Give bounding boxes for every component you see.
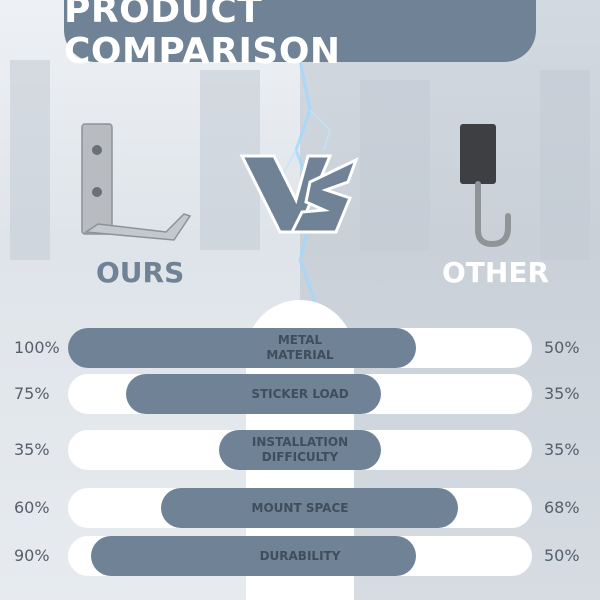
other-bar xyxy=(300,328,416,368)
ours-label: OURS xyxy=(96,256,185,289)
ours-bar xyxy=(91,536,300,576)
other-bar xyxy=(300,374,381,414)
other-bar xyxy=(300,536,416,576)
comparison-row: 60% 68% MOUNT SPACE xyxy=(0,484,600,532)
ours-bar xyxy=(126,374,300,414)
comparison-row: 75% 35% STICKER LOAD xyxy=(0,370,600,418)
metric-label: MOUNT SPACE xyxy=(251,500,349,515)
other-percent: 50% xyxy=(544,546,580,565)
ours-bar xyxy=(68,328,300,368)
other-percent: 50% xyxy=(544,338,580,357)
metric-label: STICKER LOAD xyxy=(251,386,349,401)
vs-logo: VS xyxy=(239,154,359,234)
closet-shape xyxy=(540,70,590,260)
ours-bar xyxy=(161,488,300,528)
ours-percent: 75% xyxy=(14,384,50,403)
vs-logo-label: VS xyxy=(300,201,302,203)
closet-shape xyxy=(10,60,50,260)
page-title: PRODUCT COMPARISON xyxy=(64,0,341,72)
ours-bar xyxy=(219,430,300,470)
ours-percent: 100% xyxy=(14,338,60,357)
comparison-row: 35% 35% INSTALLATION DIFFICULTY xyxy=(0,426,600,474)
ours-hook-image xyxy=(81,123,192,241)
comparison-row: 100% 50% METAL MATERIAL xyxy=(0,324,600,372)
metric-label: INSTALLATION DIFFICULTY xyxy=(251,435,349,464)
metric-label: DURABILITY xyxy=(259,548,341,563)
ours-percent: 90% xyxy=(14,546,50,565)
comparison-row: 90% 50% DURABILITY xyxy=(0,532,600,580)
other-label: OTHER xyxy=(442,256,550,289)
other-percent: 68% xyxy=(544,498,580,517)
other-bar xyxy=(300,430,381,470)
ours-percent: 35% xyxy=(14,440,50,459)
other-bar xyxy=(300,488,458,528)
other-percent: 35% xyxy=(544,440,580,459)
metric-label: METAL MATERIAL xyxy=(266,333,334,362)
other-hook-image xyxy=(460,124,511,248)
closet-shape xyxy=(360,80,430,250)
title-banner: PRODUCT COMPARISON xyxy=(64,0,536,72)
other-percent: 35% xyxy=(544,384,580,403)
ours-percent: 60% xyxy=(14,498,50,517)
